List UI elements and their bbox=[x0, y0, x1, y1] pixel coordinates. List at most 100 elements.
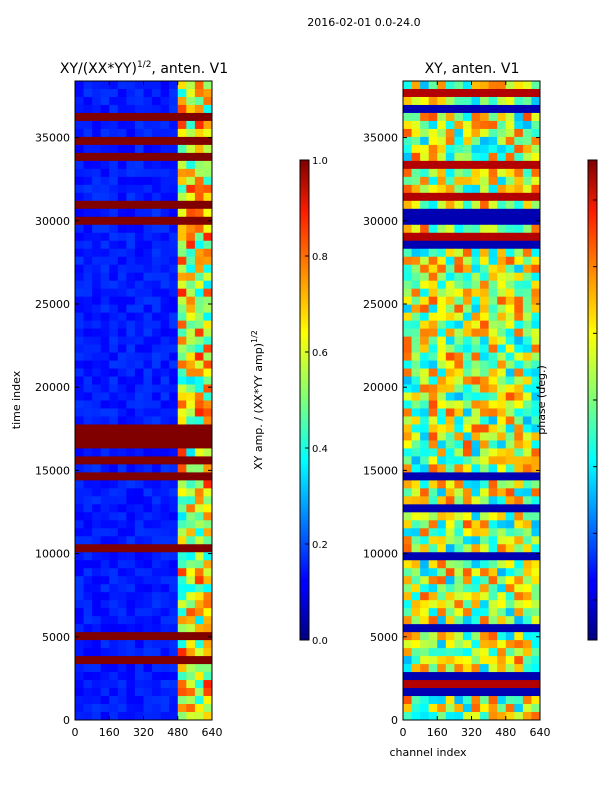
heatmap-cell bbox=[134, 400, 144, 409]
heatmap-cell bbox=[531, 296, 540, 306]
heatmap-cell bbox=[471, 400, 481, 409]
heatmap-cell bbox=[488, 624, 498, 633]
heatmap-cell bbox=[126, 480, 136, 489]
heatmap-cell bbox=[83, 624, 93, 633]
heatmap-cell bbox=[160, 448, 170, 457]
heatmap-cell bbox=[480, 88, 490, 98]
heatmap-cell bbox=[177, 672, 187, 681]
heatmap-cell bbox=[152, 120, 162, 130]
heatmap-cell bbox=[152, 712, 162, 720]
heatmap-cell bbox=[445, 240, 455, 250]
heatmap-cell bbox=[480, 608, 490, 617]
heatmap-cell bbox=[471, 144, 481, 154]
heatmap-cell bbox=[92, 112, 102, 122]
heatmap-cell bbox=[169, 168, 179, 178]
heatmap-cell bbox=[514, 392, 524, 401]
heatmap-cell bbox=[445, 88, 455, 98]
heatmap-cell bbox=[109, 544, 119, 553]
heatmap-cell bbox=[428, 96, 438, 106]
heatmap-cell bbox=[505, 584, 515, 593]
heatmap-cell bbox=[177, 328, 187, 338]
heatmap-cell bbox=[462, 184, 472, 194]
heatmap-cell bbox=[411, 504, 421, 513]
heatmap-cell bbox=[428, 208, 438, 218]
heatmap-cell bbox=[160, 400, 170, 409]
heatmap-cell bbox=[92, 616, 102, 625]
heatmap-cell bbox=[117, 248, 127, 258]
heatmap-cell bbox=[177, 632, 187, 641]
heatmap-cell bbox=[203, 288, 212, 298]
heatmap-cell bbox=[100, 368, 110, 378]
heatmap-cell bbox=[203, 144, 212, 154]
heatmap-cell bbox=[186, 400, 196, 409]
heatmap-cell bbox=[403, 624, 413, 633]
heatmap-cell bbox=[194, 664, 204, 673]
heatmap-cell bbox=[75, 152, 85, 162]
heatmap-cell bbox=[454, 440, 464, 449]
heatmap-cell bbox=[428, 624, 438, 633]
heatmap-cell bbox=[152, 81, 162, 90]
heatmap-cell bbox=[462, 512, 472, 521]
heatmap-cell bbox=[420, 704, 430, 713]
heatmap-cell bbox=[134, 472, 144, 481]
heatmap-cell bbox=[471, 688, 481, 697]
heatmap-cell bbox=[169, 560, 179, 569]
heatmap-cell bbox=[462, 520, 472, 529]
heatmap-cell bbox=[454, 328, 464, 338]
heatmap-cell bbox=[514, 216, 524, 226]
heatmap-cell bbox=[83, 336, 93, 346]
heatmap-cell bbox=[403, 672, 413, 681]
heatmap-cell bbox=[75, 328, 85, 338]
heatmap-cell bbox=[522, 688, 532, 697]
heatmap-cell bbox=[92, 232, 102, 242]
heatmap-cell bbox=[522, 144, 532, 154]
heatmap-cell bbox=[505, 688, 515, 697]
heatmap-cell bbox=[160, 456, 170, 465]
left-title: XY/(XX*YY)1/2, anten. V1 bbox=[60, 60, 228, 77]
heatmap-cell bbox=[83, 496, 93, 505]
heatmap-cell bbox=[411, 160, 421, 170]
heatmap-cell bbox=[403, 520, 413, 529]
heatmap-cell bbox=[445, 624, 455, 633]
heatmap-cell bbox=[505, 384, 515, 394]
heatmap-cell bbox=[169, 416, 179, 425]
heatmap-cell bbox=[522, 304, 532, 314]
heatmap-cell bbox=[420, 528, 430, 537]
heatmap-cell bbox=[488, 280, 498, 290]
heatmap-cell bbox=[160, 328, 170, 338]
heatmap-cell bbox=[75, 288, 85, 298]
heatmap-cell bbox=[152, 488, 162, 497]
heatmap-cell bbox=[126, 496, 136, 505]
heatmap-cell bbox=[462, 568, 472, 577]
heatmap-cell bbox=[480, 552, 490, 561]
heatmap-cell bbox=[186, 296, 196, 306]
heatmap-cell bbox=[169, 464, 179, 473]
heatmap-cell bbox=[134, 520, 144, 529]
heatmap-cell bbox=[186, 600, 196, 609]
heatmap-cell bbox=[160, 584, 170, 593]
heatmap-cell bbox=[428, 528, 438, 537]
heatmap-cell bbox=[411, 296, 421, 306]
heatmap-cell bbox=[522, 640, 532, 649]
heatmap-cell bbox=[186, 440, 196, 449]
heatmap-cell bbox=[505, 152, 515, 162]
heatmap-cell bbox=[420, 432, 430, 441]
heatmap-cell bbox=[194, 672, 204, 681]
heatmap-cell bbox=[445, 128, 455, 138]
heatmap-cell bbox=[83, 608, 93, 617]
heatmap-cell bbox=[75, 496, 85, 505]
heatmap-cell bbox=[126, 656, 136, 665]
heatmap-cell bbox=[437, 144, 447, 154]
heatmap-cell bbox=[428, 256, 438, 266]
heatmap-cell bbox=[488, 608, 498, 617]
heatmap-cell bbox=[194, 224, 204, 234]
heatmap-cell bbox=[514, 168, 524, 178]
heatmap-cell bbox=[522, 576, 532, 585]
heatmap-cell bbox=[134, 232, 144, 242]
heatmap-cell bbox=[83, 552, 93, 561]
heatmap-cell bbox=[143, 136, 153, 146]
heatmap-cell bbox=[514, 200, 524, 210]
heatmap-cell bbox=[488, 136, 498, 146]
heatmap-cell bbox=[505, 512, 515, 521]
heatmap-cell bbox=[497, 416, 507, 425]
